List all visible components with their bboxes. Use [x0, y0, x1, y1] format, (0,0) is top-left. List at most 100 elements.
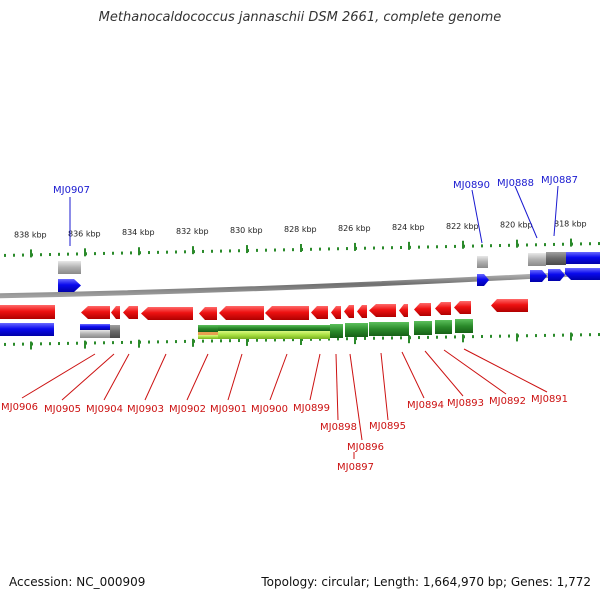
gene-MJ0906[interactable]	[0, 305, 55, 319]
label-MJ0906[interactable]: MJ0906	[1, 402, 38, 413]
gene-MJ0887[interactable]	[548, 269, 565, 281]
scale-dot	[40, 342, 42, 346]
scale-dot	[436, 335, 438, 339]
feature-MJ0901-green[interactable]	[198, 325, 218, 332]
feature-MJ0900-light[interactable]	[218, 331, 330, 339]
feature-MJ0892-green[interactable]	[455, 319, 473, 333]
scale-major-tick	[300, 244, 302, 252]
label-MJ0900[interactable]: MJ0900	[251, 404, 288, 415]
scale-dot	[49, 342, 51, 346]
scale-dot	[283, 248, 285, 252]
feature-MJ0901-orange[interactable]	[198, 332, 218, 335]
gene-MJ0894-a[interactable]	[399, 304, 408, 317]
forward-genes	[58, 252, 600, 292]
scale-dot	[265, 338, 267, 342]
label-MJ0899[interactable]: MJ0899	[293, 403, 330, 414]
gene-MJ0902[interactable]	[141, 307, 193, 320]
scale-dot	[490, 334, 492, 338]
scale-dot	[454, 335, 456, 339]
feature-MJ0894-green[interactable]	[414, 321, 432, 335]
feature-MJ0904-dark[interactable]	[110, 325, 120, 338]
leader-MJ0900	[269, 353, 288, 401]
feature-MJ0900-green[interactable]	[218, 325, 330, 331]
scale-label: 828 kbp	[284, 225, 317, 234]
gene-MJ0898[interactable]	[311, 306, 328, 319]
feature-MJ0895-green[interactable]	[369, 322, 409, 336]
scale-dot	[319, 247, 321, 251]
gene-MJ0890[interactable]	[477, 274, 489, 286]
feature-MJ0901-light[interactable]	[198, 335, 218, 339]
gene-MJ0896[interactable]	[344, 305, 354, 318]
label-MJ0892[interactable]: MJ0892	[489, 396, 526, 407]
scale-dot	[49, 253, 51, 257]
label-MJ0903[interactable]: MJ0903	[127, 404, 164, 415]
gene-MJ0888-pseudo-dark[interactable]	[546, 252, 566, 265]
gene-MJ0907[interactable]	[58, 279, 81, 292]
gene-MJ0893[interactable]	[435, 302, 451, 315]
gene-MJ0890-pseudo[interactable]	[477, 256, 488, 268]
label-MJ0891[interactable]: MJ0891	[531, 394, 568, 405]
label-MJ0907[interactable]: MJ0907	[53, 185, 90, 196]
gene-MJ0887-upper[interactable]	[566, 252, 600, 264]
label-MJ0894[interactable]: MJ0894	[407, 400, 444, 411]
scale-dot	[508, 334, 510, 338]
gene-MJ0886[interactable]	[565, 268, 600, 280]
scale-dot	[184, 250, 186, 254]
label-MJ0904[interactable]: MJ0904	[86, 404, 123, 415]
scale-major-ticks	[30, 238, 572, 350]
scale-dot	[553, 242, 555, 246]
scale-dot	[220, 249, 222, 253]
gene-MJ0906-blue[interactable]	[0, 323, 54, 336]
label-MJ0893[interactable]: MJ0893	[447, 398, 484, 409]
feature-MJ0905-grey[interactable]	[80, 330, 110, 338]
label-MJ0905[interactable]: MJ0905	[44, 404, 81, 415]
label-MJ0887[interactable]: MJ0887	[541, 175, 578, 186]
scale-dot	[526, 243, 528, 247]
gene-MJ0905[interactable]	[81, 306, 110, 319]
label-MJ0896[interactable]: MJ0896	[347, 442, 384, 453]
scale-dot	[4, 253, 6, 257]
label-MJ0902[interactable]: MJ0902	[169, 404, 206, 415]
feature-MJ0896-green[interactable]	[345, 323, 368, 337]
leader-MJ0895	[380, 352, 389, 421]
scale-dot	[40, 253, 42, 257]
scale-dot	[220, 339, 222, 343]
feature-MJ0893-green[interactable]	[435, 320, 452, 334]
scale-dot	[292, 248, 294, 252]
scale-dot	[67, 341, 69, 345]
gene-MJ0900[interactable]	[219, 306, 264, 320]
label-MJ0898[interactable]: MJ0898	[320, 422, 357, 433]
gene-MJ0892[interactable]	[454, 301, 471, 314]
scale-dot	[274, 248, 276, 252]
label-MJ0890[interactable]: MJ0890	[453, 180, 490, 191]
feature-MJ0905-blue[interactable]	[80, 324, 110, 330]
scale-dot	[310, 247, 312, 251]
scale-dot	[103, 251, 105, 255]
scale-major-tick	[570, 238, 572, 247]
scale-dot	[130, 340, 132, 344]
gene-MJ0888-pseudo[interactable]	[528, 253, 546, 266]
scale-dot	[598, 242, 600, 246]
gene-MJ0895-a[interactable]	[357, 305, 367, 318]
feature-MJ0898-green[interactable]	[330, 324, 343, 338]
scale-major-tick	[570, 332, 572, 341]
label-MJ0895[interactable]: MJ0895	[369, 421, 406, 432]
gene-MJ0904[interactable]	[111, 306, 120, 319]
label-MJ0888[interactable]: MJ0888	[497, 178, 534, 189]
genome-backbone	[0, 270, 600, 299]
gene-MJ0894[interactable]	[414, 303, 431, 316]
gene-MJ0895[interactable]	[369, 304, 396, 317]
gene-MJ0907-pseudo[interactable]	[58, 261, 81, 274]
gene-MJ0891[interactable]	[491, 299, 528, 312]
scale-dot	[22, 342, 24, 346]
scale-dot	[373, 246, 375, 250]
label-MJ0901[interactable]: MJ0901	[210, 404, 247, 415]
gene-MJ0888[interactable]	[530, 270, 547, 282]
gene-MJ0897[interactable]	[331, 306, 341, 319]
gene-MJ0901[interactable]	[199, 307, 217, 320]
scale-dot	[472, 335, 474, 339]
label-MJ0897[interactable]: MJ0897	[337, 462, 374, 473]
gene-MJ0899[interactable]	[265, 306, 309, 320]
gene-MJ0903[interactable]	[123, 306, 138, 319]
scale-major-tick	[138, 247, 140, 256]
